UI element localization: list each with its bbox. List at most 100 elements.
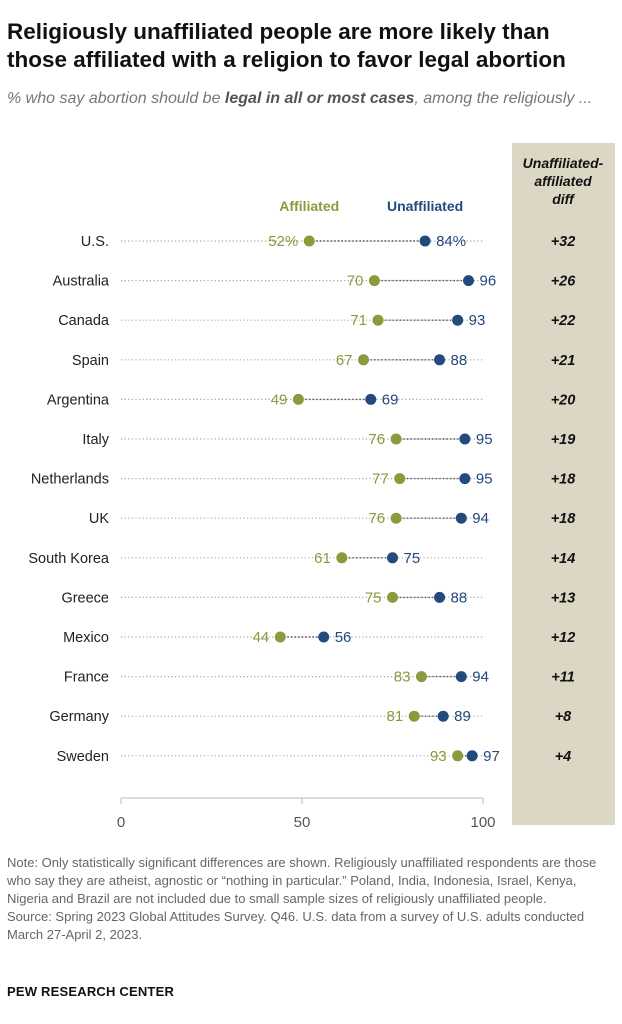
dot-affiliated — [292, 393, 304, 405]
diff-value: +8 — [555, 709, 572, 725]
diff-value: +20 — [551, 392, 576, 408]
dot-unaffiliated — [437, 710, 449, 722]
notes: Note: Only statistically significant dif… — [7, 854, 615, 944]
category-label: Italy — [82, 432, 109, 448]
dot-plot-chart: Unaffiliated-affiliated diff Affiliated Una… — [28, 143, 615, 831]
value-label-unaffiliated: 84% — [436, 233, 466, 250]
dot-affiliated — [415, 671, 427, 683]
x-tick-label: 100 — [470, 814, 495, 831]
value-label-affiliated: 44 — [253, 629, 270, 646]
category-label: U.S. — [81, 234, 109, 250]
footer-brand: PEW RESEARCH CENTER — [7, 984, 175, 999]
source-text: Source: Spring 2023 Global Attitudes Sur… — [7, 909, 585, 942]
diff-value: +21 — [551, 353, 576, 369]
value-label-affiliated: 81 — [387, 708, 404, 725]
value-label-unaffiliated: 93 — [469, 312, 486, 329]
value-label-unaffiliated: 89 — [454, 708, 471, 725]
category-label: Sweden — [57, 749, 109, 765]
category-label: France — [64, 670, 109, 686]
category-label: Australia — [53, 274, 110, 290]
diff-value: +12 — [551, 630, 576, 646]
diff-value: +32 — [551, 234, 576, 250]
dot-unaffiliated — [466, 750, 478, 762]
x-tick-label: 0 — [117, 814, 125, 831]
chart-title: Religiously unaffiliated people are more… — [7, 19, 566, 72]
value-label-affiliated: 93 — [430, 748, 447, 765]
dot-affiliated — [358, 354, 370, 366]
diff-value: +4 — [555, 749, 572, 765]
value-label-unaffiliated: 94 — [472, 510, 489, 527]
value-label-unaffiliated: 75 — [404, 550, 421, 567]
diff-value: +11 — [551, 670, 575, 686]
x-tick-label: 50 — [294, 814, 311, 831]
diff-value: +26 — [551, 274, 577, 290]
category-label: Spain — [72, 353, 109, 369]
category-label: Netherlands — [31, 472, 109, 488]
value-label-affiliated: 77 — [372, 471, 389, 488]
category-label: UK — [89, 511, 109, 527]
value-label-unaffiliated: 69 — [382, 391, 399, 408]
dot-affiliated — [387, 591, 398, 603]
subtitle-text: % who say abortion should be — [7, 90, 225, 107]
dot-unaffiliated — [452, 314, 464, 326]
diff-panel — [512, 143, 615, 825]
value-label-affiliated: 76 — [368, 510, 385, 527]
diff-value: +14 — [551, 551, 576, 567]
value-label-unaffiliated: 95 — [476, 431, 493, 448]
chart-subtitle: % who say abortion should be legal in al… — [7, 88, 607, 110]
note-text: Note: Only statistically significant dif… — [7, 855, 597, 906]
diff-value: +19 — [551, 432, 576, 448]
diff-value: +18 — [551, 472, 577, 488]
dot-unaffiliated — [459, 433, 471, 445]
dot-affiliated — [336, 552, 348, 564]
dot-affiliated — [274, 631, 286, 643]
dot-affiliated — [390, 512, 402, 524]
dot-unaffiliated — [387, 552, 398, 564]
value-label-affiliated: 76 — [368, 431, 385, 448]
dot-affiliated — [452, 750, 464, 762]
dot-unaffiliated — [434, 591, 446, 603]
dot-affiliated — [408, 710, 420, 722]
value-label-affiliated: 75 — [365, 589, 382, 606]
value-label-unaffiliated: 95 — [476, 471, 493, 488]
legend-affiliated: Affiliated — [279, 198, 339, 214]
value-label-unaffiliated: 96 — [480, 273, 497, 290]
dot-affiliated — [303, 235, 315, 247]
value-label-affiliated: 67 — [336, 352, 353, 369]
dot-unaffiliated — [459, 473, 471, 485]
category-label: Mexico — [63, 630, 109, 646]
dot-unaffiliated — [318, 631, 330, 643]
dot-unaffiliated — [455, 671, 467, 683]
dot-affiliated — [394, 473, 406, 485]
subtitle-text-end: , among the religiously ... — [414, 90, 593, 107]
category-label: Greece — [61, 590, 109, 606]
dot-unaffiliated — [455, 512, 467, 524]
legend-unaffiliated: Unaffiliated — [387, 198, 463, 214]
dot-unaffiliated — [365, 393, 377, 405]
diff-value: +13 — [551, 590, 576, 606]
category-label: Canada — [58, 313, 110, 329]
value-label-affiliated: 83 — [394, 669, 411, 686]
value-label-unaffiliated: 88 — [451, 589, 468, 606]
diff-header-line: Unaffiliated- — [523, 155, 604, 171]
subtitle-emphasis: legal in all or most cases — [224, 90, 415, 107]
value-label-affiliated: 61 — [314, 550, 331, 567]
diff-value: +22 — [551, 313, 576, 329]
value-label-unaffiliated: 94 — [472, 669, 489, 686]
dot-affiliated — [368, 275, 380, 287]
diff-header-line: diff — [552, 191, 575, 207]
diff-header-line: affiliated — [534, 173, 592, 189]
value-label-affiliated: 70 — [347, 273, 364, 290]
diff-value: +18 — [551, 511, 577, 527]
value-label-affiliated: 52% — [268, 233, 298, 250]
dot-unaffiliated — [419, 235, 431, 247]
dot-unaffiliated — [434, 354, 446, 366]
dot-affiliated — [372, 314, 384, 326]
value-label-unaffiliated: 88 — [451, 352, 468, 369]
value-label-affiliated: 49 — [271, 391, 288, 408]
category-label: Argentina — [47, 392, 110, 408]
value-label-affiliated: 71 — [350, 312, 367, 329]
category-label: South Korea — [28, 551, 110, 567]
value-label-unaffiliated: 97 — [483, 748, 500, 765]
dot-affiliated — [390, 433, 402, 445]
